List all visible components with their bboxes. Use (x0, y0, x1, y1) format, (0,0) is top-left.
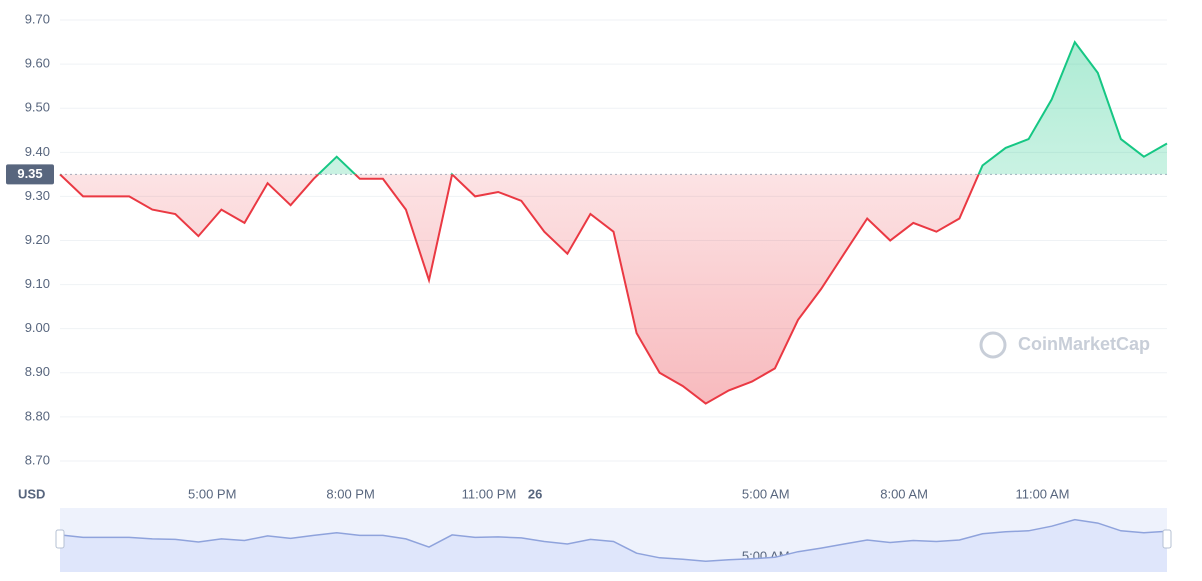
y-tick-label: 8.90 (25, 364, 50, 379)
watermark-logo (979, 331, 1007, 359)
navigator-handle[interactable] (1162, 529, 1172, 549)
x-tick-label: 11:00 PM (462, 486, 517, 501)
x-tick-label: 11:00 AM (1015, 486, 1069, 501)
y-tick-label: 9.10 (25, 276, 50, 291)
y-tick-label: 9.50 (25, 100, 50, 115)
y-tick-label: 9.70 (25, 11, 50, 26)
x-tick-label: 8:00 PM (326, 486, 374, 501)
navigator-line (59, 518, 1168, 563)
grid: 8.70 8.80 8.90 9.00 9.10 9.20 9.30 9.40 9.50 9.60… (25, 11, 1167, 501)
navigator-area (60, 519, 1167, 572)
price-line-up (60, 40, 1168, 175)
y-tick-label: 8.80 (25, 408, 50, 423)
price-line-down (59, 174, 980, 405)
x-tick-label: 26 (528, 486, 542, 501)
x-tick-label: 5:00 AM (742, 486, 790, 501)
area-down (60, 174, 979, 404)
x-tick-label: 5:00 PM (188, 486, 236, 501)
reference-label: 9.35 (17, 166, 42, 181)
x-tick-label: 8:00 AM (880, 486, 928, 501)
y-tick-label: 9.60 (25, 56, 50, 71)
plot: 9.35 (6, 40, 1168, 405)
navigator-handle[interactable] (55, 529, 65, 549)
watermark: CoinMarketCap (1018, 334, 1150, 354)
y-tick-label: 9.30 (25, 188, 50, 203)
y-unit-label: USD (18, 486, 45, 501)
y-tick-label: 9.00 (25, 320, 50, 335)
reference-label-bg (6, 164, 54, 185)
y-tick-label: 8.70 (25, 452, 50, 467)
y-tick-label: 9.40 (25, 144, 50, 159)
area-up (60, 42, 1167, 175)
y-tick-label: 9.20 (25, 232, 50, 247)
